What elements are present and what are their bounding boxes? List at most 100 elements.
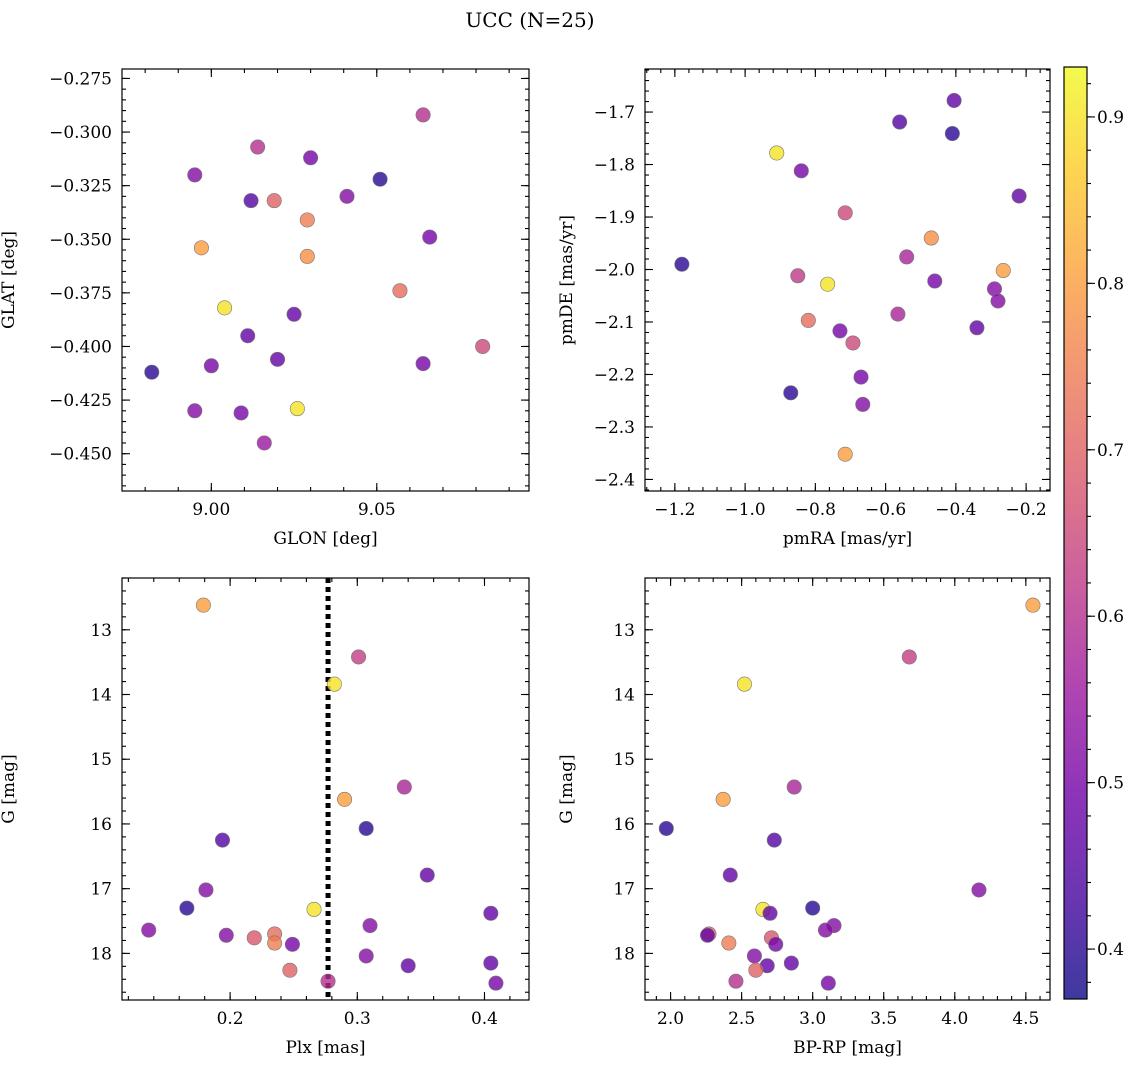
data-point bbox=[820, 276, 836, 292]
data-point bbox=[415, 356, 431, 372]
data-point bbox=[995, 263, 1011, 279]
panel-4: 2.0 2.5 3.0 3.5 4.0 4.5 13 14 15 16 17 18 BP-RP [mag… bbox=[557, 577, 1051, 1058]
panel-3: 0.2 0.3 0.4 13 14 15 16 17 18 Plx [mas] G [mag] bbox=[0, 577, 530, 1058]
data-point bbox=[766, 832, 782, 848]
data-point bbox=[195, 597, 211, 613]
data-point bbox=[362, 918, 378, 934]
data-point bbox=[890, 306, 906, 322]
colorbar-tick-label: 0.7 bbox=[1097, 441, 1124, 461]
data-point bbox=[284, 936, 300, 952]
data-point bbox=[1025, 597, 1041, 613]
y-tick-label: −1.8 bbox=[594, 156, 635, 176]
data-point bbox=[351, 649, 367, 665]
y-tick-label: 16 bbox=[90, 815, 112, 835]
y-tick-label: −0.275 bbox=[49, 69, 112, 89]
y-tick-label: −1.9 bbox=[594, 208, 635, 228]
data-point bbox=[218, 927, 234, 943]
data-point bbox=[217, 300, 233, 316]
x-tick-label: 4.0 bbox=[941, 1009, 968, 1029]
x-tick-label: −0.4 bbox=[935, 500, 976, 520]
data-point bbox=[736, 676, 752, 692]
data-point bbox=[817, 922, 833, 938]
data-point bbox=[923, 230, 939, 246]
data-point bbox=[990, 293, 1006, 309]
data-point bbox=[299, 212, 315, 228]
colorbar-gradient bbox=[1064, 67, 1087, 999]
data-point bbox=[286, 306, 302, 322]
data-point bbox=[203, 358, 219, 374]
data-point bbox=[700, 927, 716, 943]
data-point bbox=[721, 935, 737, 951]
data-point bbox=[715, 791, 731, 807]
axes-frame bbox=[121, 577, 530, 1001]
y-tick-label: 17 bbox=[613, 880, 635, 900]
data-point bbox=[800, 312, 816, 328]
panel-2: −1.2 −1.0 −0.8 −0.6 −0.4 −0.2 −1.7 −1.8 −1.9 −2.0… bbox=[557, 68, 1051, 549]
data-point bbox=[901, 649, 917, 665]
y-tick-label: 18 bbox=[613, 944, 635, 964]
panels: 9.00 9.05 −0.275 −0.300 −0.325 −0.350 −0.375 −0… bbox=[0, 68, 1051, 1058]
y-axis-label: pmDE [mas/yr] bbox=[557, 215, 577, 345]
x-tick-label: 9.00 bbox=[192, 500, 230, 520]
points bbox=[674, 92, 1027, 462]
y-tick-label: 17 bbox=[90, 880, 112, 900]
data-point bbox=[746, 948, 762, 964]
x-tick-label: −0.2 bbox=[1005, 500, 1046, 520]
data-point bbox=[266, 193, 282, 209]
colorbar-tick-label: 0.8 bbox=[1097, 274, 1124, 294]
x-tick-label: 2.0 bbox=[657, 1009, 684, 1029]
x-tick-label: −1.0 bbox=[724, 500, 765, 520]
y-tick-label: 13 bbox=[613, 621, 635, 641]
y-tick-label: 16 bbox=[613, 815, 635, 835]
data-point bbox=[392, 283, 408, 299]
y-tick-label: 15 bbox=[90, 750, 112, 770]
x-axis-label: Plx [mas] bbox=[285, 1038, 365, 1058]
data-point bbox=[233, 405, 249, 421]
data-point bbox=[944, 126, 960, 142]
y-tick-label: 14 bbox=[613, 686, 635, 706]
data-point bbox=[728, 973, 744, 989]
points bbox=[144, 107, 491, 451]
data-point bbox=[415, 107, 431, 123]
y-tick-label: −1.7 bbox=[594, 103, 635, 123]
x-axis-label: BP-RP [mag] bbox=[793, 1038, 902, 1058]
colorbar-tick-label: 0.5 bbox=[1097, 774, 1124, 794]
axes-frame bbox=[121, 68, 530, 492]
data-point bbox=[946, 92, 962, 108]
points bbox=[141, 597, 504, 991]
y-axis-label: G [mag] bbox=[557, 754, 577, 823]
data-point bbox=[214, 832, 230, 848]
data-point bbox=[793, 163, 809, 179]
y-tick-label: 13 bbox=[90, 621, 112, 641]
data-point bbox=[899, 249, 915, 265]
y-tick-label: −2.0 bbox=[594, 261, 635, 281]
y-tick-label: −0.300 bbox=[49, 123, 112, 143]
data-point bbox=[306, 901, 322, 917]
data-point bbox=[358, 820, 374, 836]
data-point bbox=[769, 145, 785, 161]
data-point bbox=[243, 193, 259, 209]
data-point bbox=[837, 205, 853, 221]
data-point bbox=[658, 820, 674, 836]
data-point bbox=[320, 973, 336, 989]
x-tick-label: −0.8 bbox=[795, 500, 836, 520]
panel-1: 9.00 9.05 −0.275 −0.300 −0.325 −0.350 −0.375 −0… bbox=[0, 68, 530, 549]
colorbar: 0.4 0.5 0.6 0.7 0.8 0.9 bbox=[1063, 66, 1124, 1000]
x-tick-label: 3.5 bbox=[870, 1009, 897, 1029]
data-point bbox=[748, 962, 764, 978]
y-tick-label: −0.325 bbox=[49, 177, 112, 197]
data-point bbox=[358, 948, 374, 964]
x-axis-label: GLON [deg] bbox=[273, 529, 377, 549]
y-tick-label: −0.450 bbox=[49, 445, 112, 465]
data-point bbox=[927, 273, 943, 289]
data-point bbox=[270, 351, 286, 367]
data-point bbox=[475, 338, 491, 354]
x-tick-label: 9.05 bbox=[358, 500, 396, 520]
data-point bbox=[892, 114, 908, 130]
x-tick-label: 0.2 bbox=[217, 1009, 244, 1029]
data-point bbox=[483, 905, 499, 921]
data-point bbox=[820, 975, 836, 991]
data-point bbox=[790, 268, 806, 284]
x-tick-label: 0.3 bbox=[344, 1009, 371, 1029]
